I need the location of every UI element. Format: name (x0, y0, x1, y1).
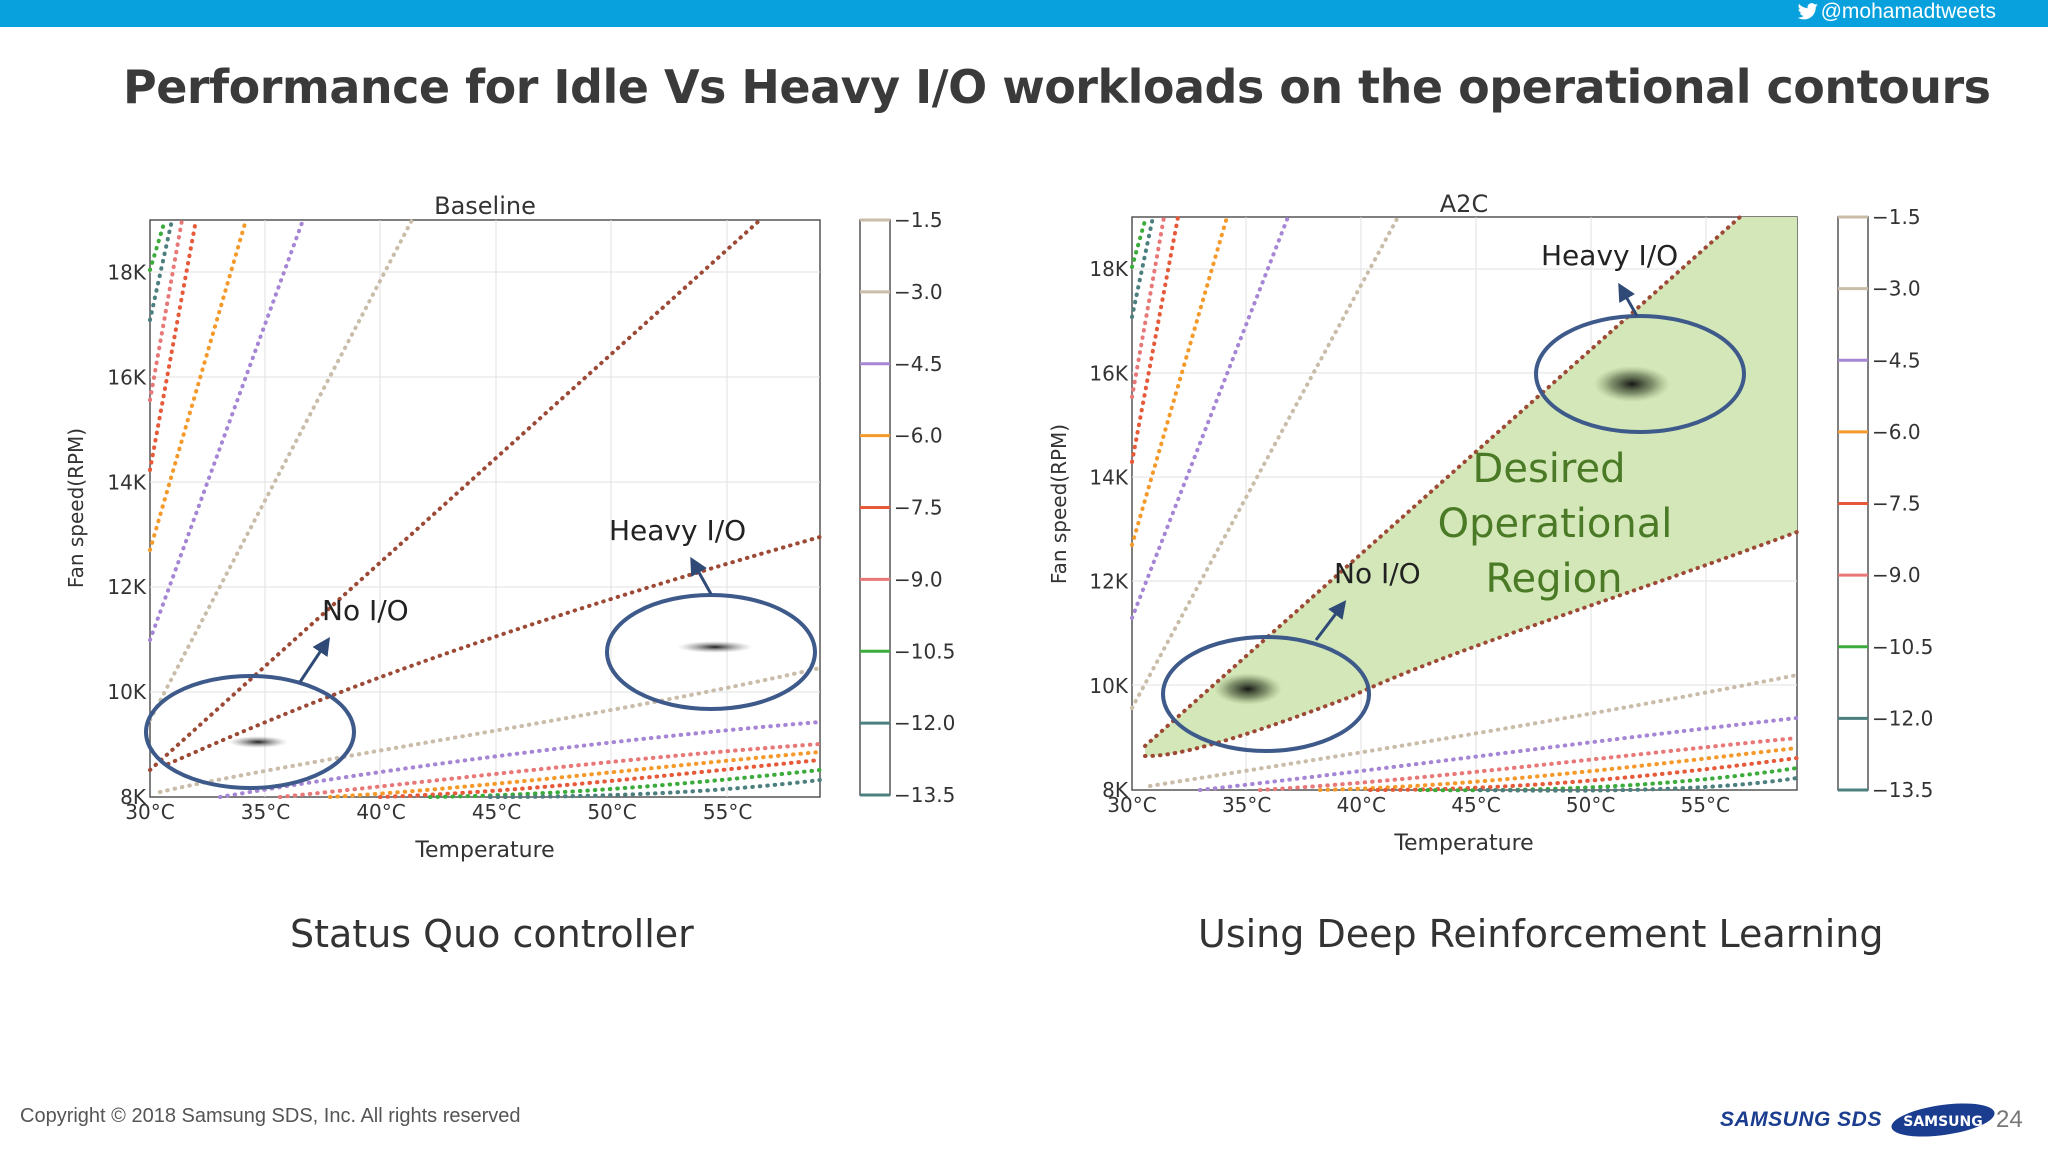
a2c-no-io-blob (1214, 673, 1282, 705)
twitter-handle: @mohamadtweets (1797, 0, 1996, 25)
a2c-xtick-label: 30°C (1107, 793, 1156, 817)
a2c-heavy-io-blob (1594, 366, 1670, 402)
a2c-heavy-io-ellipse (1534, 314, 1746, 434)
a2c-colorbar-tick-label: −12.0 (1872, 706, 1933, 730)
a2c-colorbar-tick-label: −1.5 (1872, 205, 1921, 229)
a2c-xlabel: Temperature (1393, 831, 1533, 856)
a2c-colorbar-ticks: −1.5 −3.0 −4.5 −6.0 −7.5 −9.0 −10.5 −12.0 −13.5 (1838, 205, 1933, 802)
a2c-xtick-label: 45°C (1451, 793, 1500, 817)
a2c-region-label: Desired Operational Region (1438, 446, 1673, 602)
a2c-colorbar-tick-label: −6.0 (1872, 420, 1921, 444)
baseline-ylabel: Fan speed(RPM) (64, 428, 88, 588)
a2c-xticks: 30°C 35°C 40°C 45°C 50°C 55°C (1107, 793, 1730, 817)
baseline-colorbar-tick-label: −13.5 (894, 783, 955, 807)
baseline-chart: No I/O Heavy I/O Baseline Temperature Fa… (64, 192, 955, 863)
baseline-ytick-label: 16K (107, 365, 146, 389)
baseline-ytick-label: 14K (107, 470, 146, 494)
a2c-heavy-io-label: Heavy I/O (1541, 239, 1678, 272)
a2c-no-io-label: No I/O (1334, 557, 1421, 590)
samsung-logo-text: SAMSUNG (1903, 1114, 1983, 1130)
baseline-heavy-io-blob (677, 641, 753, 653)
region-label-line-3: Region (1486, 556, 1623, 602)
baseline-no-io-ellipse (144, 674, 356, 790)
baseline-colorbar-tick-label: −6.0 (894, 424, 943, 448)
baseline-xlabel: Temperature (414, 838, 554, 863)
baseline-no-io-arrow (298, 637, 330, 683)
page-number: 24 (1996, 1106, 2023, 1133)
baseline-xtick-label: 35°C (241, 800, 290, 824)
region-label-line-2: Operational (1438, 501, 1673, 547)
baseline-colorbar-tick-label: −12.0 (894, 711, 955, 735)
baseline-ytick-label: 10K (107, 680, 146, 704)
a2c-chart: No I/O Heavy I/O Desired Operational Reg… (1047, 190, 1933, 856)
a2c-colorbar-tick-label: −10.5 (1872, 635, 1933, 659)
baseline-yticks: 8K 10K 12K 14K 16K 18K (107, 260, 146, 809)
slide-title: Performance for Idle Vs Heavy I/O worklo… (123, 60, 1991, 114)
a2c-title: A2C (1440, 190, 1488, 218)
baseline-gridlines (150, 220, 820, 797)
baseline-xtick-label: 30°C (125, 800, 174, 824)
top-bar (0, 0, 2048, 27)
baseline-xtick-label: 50°C (587, 800, 636, 824)
a2c-xtick-label: 35°C (1222, 793, 1271, 817)
a2c-colorbar-tick-label: −9.0 (1872, 563, 1921, 587)
a2c-yticks: 8K 10K 12K 14K 16K 18K (1089, 257, 1128, 802)
baseline-heavy-io-label: Heavy I/O (609, 514, 746, 547)
a2c-xtick-label: 50°C (1566, 793, 1615, 817)
a2c-xtick-label: 40°C (1337, 793, 1386, 817)
a2c-no-io-arrow (1314, 600, 1347, 641)
caption-right: Using Deep Reinforcement Learning (1198, 912, 1884, 956)
a2c-ytick-label: 18K (1089, 257, 1128, 281)
baseline-ytick-label: 12K (107, 575, 146, 599)
handle-text: @mohamadtweets (1820, 0, 1996, 23)
baseline-heavy-io-arrow (690, 556, 713, 595)
baseline-colorbar-tick-label: −3.0 (894, 280, 943, 304)
a2c-colorbar-tick-label: −4.5 (1872, 348, 1921, 372)
a2c-no-io-ellipse (1161, 635, 1371, 753)
a2c-ytick-label: 8K (1102, 778, 1129, 802)
baseline-colorbar-tick-label: −4.5 (894, 352, 943, 376)
baseline-contours (148, 218, 822, 799)
baseline-colorbar-tick-label: −9.0 (894, 567, 943, 591)
baseline-title: Baseline (434, 192, 536, 220)
baseline-colorbar-tick-label: −10.5 (894, 639, 955, 663)
twitter-bird-icon (1797, 2, 1818, 19)
a2c-contours (1130, 215, 1799, 793)
brand-text: SAMSUNG SDS (1720, 1108, 1882, 1131)
a2c-heavy-io-arrow (1618, 282, 1639, 317)
a2c-colorbar-tick-label: −7.5 (1872, 492, 1921, 516)
samsung-sds-logo: SAMSUNG SDS SAMSUNG (1720, 1100, 1996, 1140)
baseline-xtick-label: 55°C (703, 800, 752, 824)
a2c-colorbar-tick-label: −3.0 (1872, 277, 1921, 301)
baseline-xtick-label: 40°C (356, 800, 405, 824)
a2c-ytick-label: 12K (1089, 570, 1128, 594)
baseline-heavy-io-ellipse (605, 593, 817, 711)
baseline-xtick-label: 45°C (472, 800, 521, 824)
a2c-ytick-label: 16K (1089, 361, 1128, 385)
a2c-colorbar-tick-label: −13.5 (1872, 778, 1933, 802)
baseline-colorbar-tick-label: −7.5 (894, 496, 943, 520)
samsung-oval-logo: SAMSUNG (1891, 1103, 1995, 1137)
copyright-notice: Copyright © 2018 Samsung SDS, Inc. All r… (20, 1105, 521, 1127)
baseline-ytick-label: 8K (120, 785, 147, 809)
baseline-no-io-label: No I/O (322, 594, 409, 627)
baseline-colorbar-ticks: −1.5 −3.0 −4.5 −6.0 −7.5 −9.0 −10.5 −12.0 −13.5 (860, 208, 955, 807)
baseline-colorbar-tick-label: −1.5 (894, 208, 943, 232)
a2c-ytick-label: 10K (1089, 674, 1128, 698)
a2c-xtick-label: 55°C (1681, 793, 1730, 817)
baseline-no-io-blob (228, 736, 288, 748)
baseline-ytick-label: 18K (107, 260, 146, 284)
caption-left: Status Quo controller (290, 912, 694, 956)
a2c-ytick-label: 14K (1089, 465, 1128, 489)
region-label-line-1: Desired (1473, 446, 1626, 492)
a2c-ylabel: Fan speed(RPM) (1047, 424, 1071, 584)
baseline-xticks: 30°C 35°C 40°C 45°C 50°C 55°C (125, 800, 752, 824)
a2c-desired-region (1145, 217, 1797, 757)
